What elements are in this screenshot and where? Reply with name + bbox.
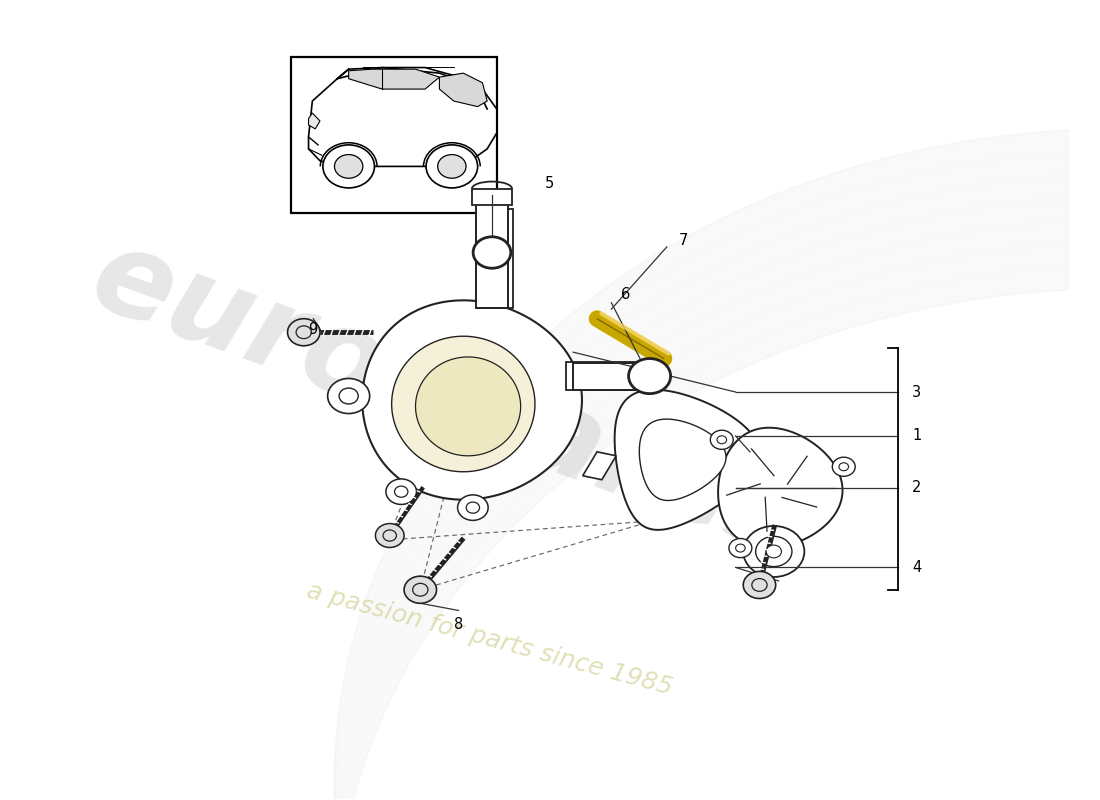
Circle shape bbox=[412, 583, 428, 596]
Text: eurospares: eurospares bbox=[77, 218, 817, 582]
Circle shape bbox=[839, 462, 848, 470]
Circle shape bbox=[386, 479, 417, 505]
Polygon shape bbox=[639, 419, 726, 501]
Text: 7: 7 bbox=[679, 233, 688, 248]
Polygon shape bbox=[392, 336, 535, 472]
Circle shape bbox=[466, 502, 480, 514]
Text: a passion for parts since 1985: a passion for parts since 1985 bbox=[304, 578, 674, 700]
Circle shape bbox=[756, 536, 792, 566]
Circle shape bbox=[711, 430, 734, 450]
Circle shape bbox=[833, 457, 855, 476]
Circle shape bbox=[438, 154, 466, 178]
Circle shape bbox=[473, 237, 510, 268]
Circle shape bbox=[458, 495, 488, 520]
Polygon shape bbox=[416, 357, 520, 456]
Text: 3: 3 bbox=[912, 385, 922, 399]
Circle shape bbox=[296, 326, 311, 338]
Bar bbox=[472, 189, 512, 205]
Circle shape bbox=[426, 145, 477, 188]
Circle shape bbox=[766, 545, 781, 558]
Text: 1: 1 bbox=[912, 428, 922, 443]
Circle shape bbox=[323, 145, 374, 188]
Polygon shape bbox=[583, 452, 616, 480]
Bar bbox=[573, 362, 664, 390]
Polygon shape bbox=[362, 300, 582, 500]
Circle shape bbox=[744, 526, 804, 577]
Text: 2: 2 bbox=[912, 480, 922, 495]
Text: 9: 9 bbox=[308, 322, 317, 338]
Circle shape bbox=[404, 576, 437, 603]
Circle shape bbox=[339, 388, 359, 404]
Circle shape bbox=[628, 358, 671, 394]
Text: 4: 4 bbox=[912, 560, 922, 575]
Circle shape bbox=[287, 318, 320, 346]
Circle shape bbox=[375, 523, 404, 547]
Bar bbox=[292, 57, 497, 213]
Text: 5: 5 bbox=[544, 176, 554, 191]
Text: 8: 8 bbox=[454, 617, 463, 632]
Polygon shape bbox=[615, 390, 760, 530]
Circle shape bbox=[736, 544, 745, 552]
Circle shape bbox=[717, 436, 727, 444]
Polygon shape bbox=[349, 69, 439, 89]
Circle shape bbox=[383, 530, 396, 541]
Bar bbox=[475, 197, 508, 308]
Polygon shape bbox=[718, 428, 843, 548]
Polygon shape bbox=[308, 113, 320, 129]
Circle shape bbox=[729, 538, 752, 558]
Circle shape bbox=[744, 571, 775, 598]
Polygon shape bbox=[308, 67, 497, 166]
Circle shape bbox=[334, 154, 363, 178]
Bar bbox=[480, 209, 514, 308]
Polygon shape bbox=[439, 73, 487, 106]
Circle shape bbox=[751, 578, 767, 591]
Text: 6: 6 bbox=[620, 287, 630, 302]
Bar bbox=[565, 362, 647, 390]
Circle shape bbox=[328, 378, 370, 414]
Circle shape bbox=[395, 486, 408, 498]
